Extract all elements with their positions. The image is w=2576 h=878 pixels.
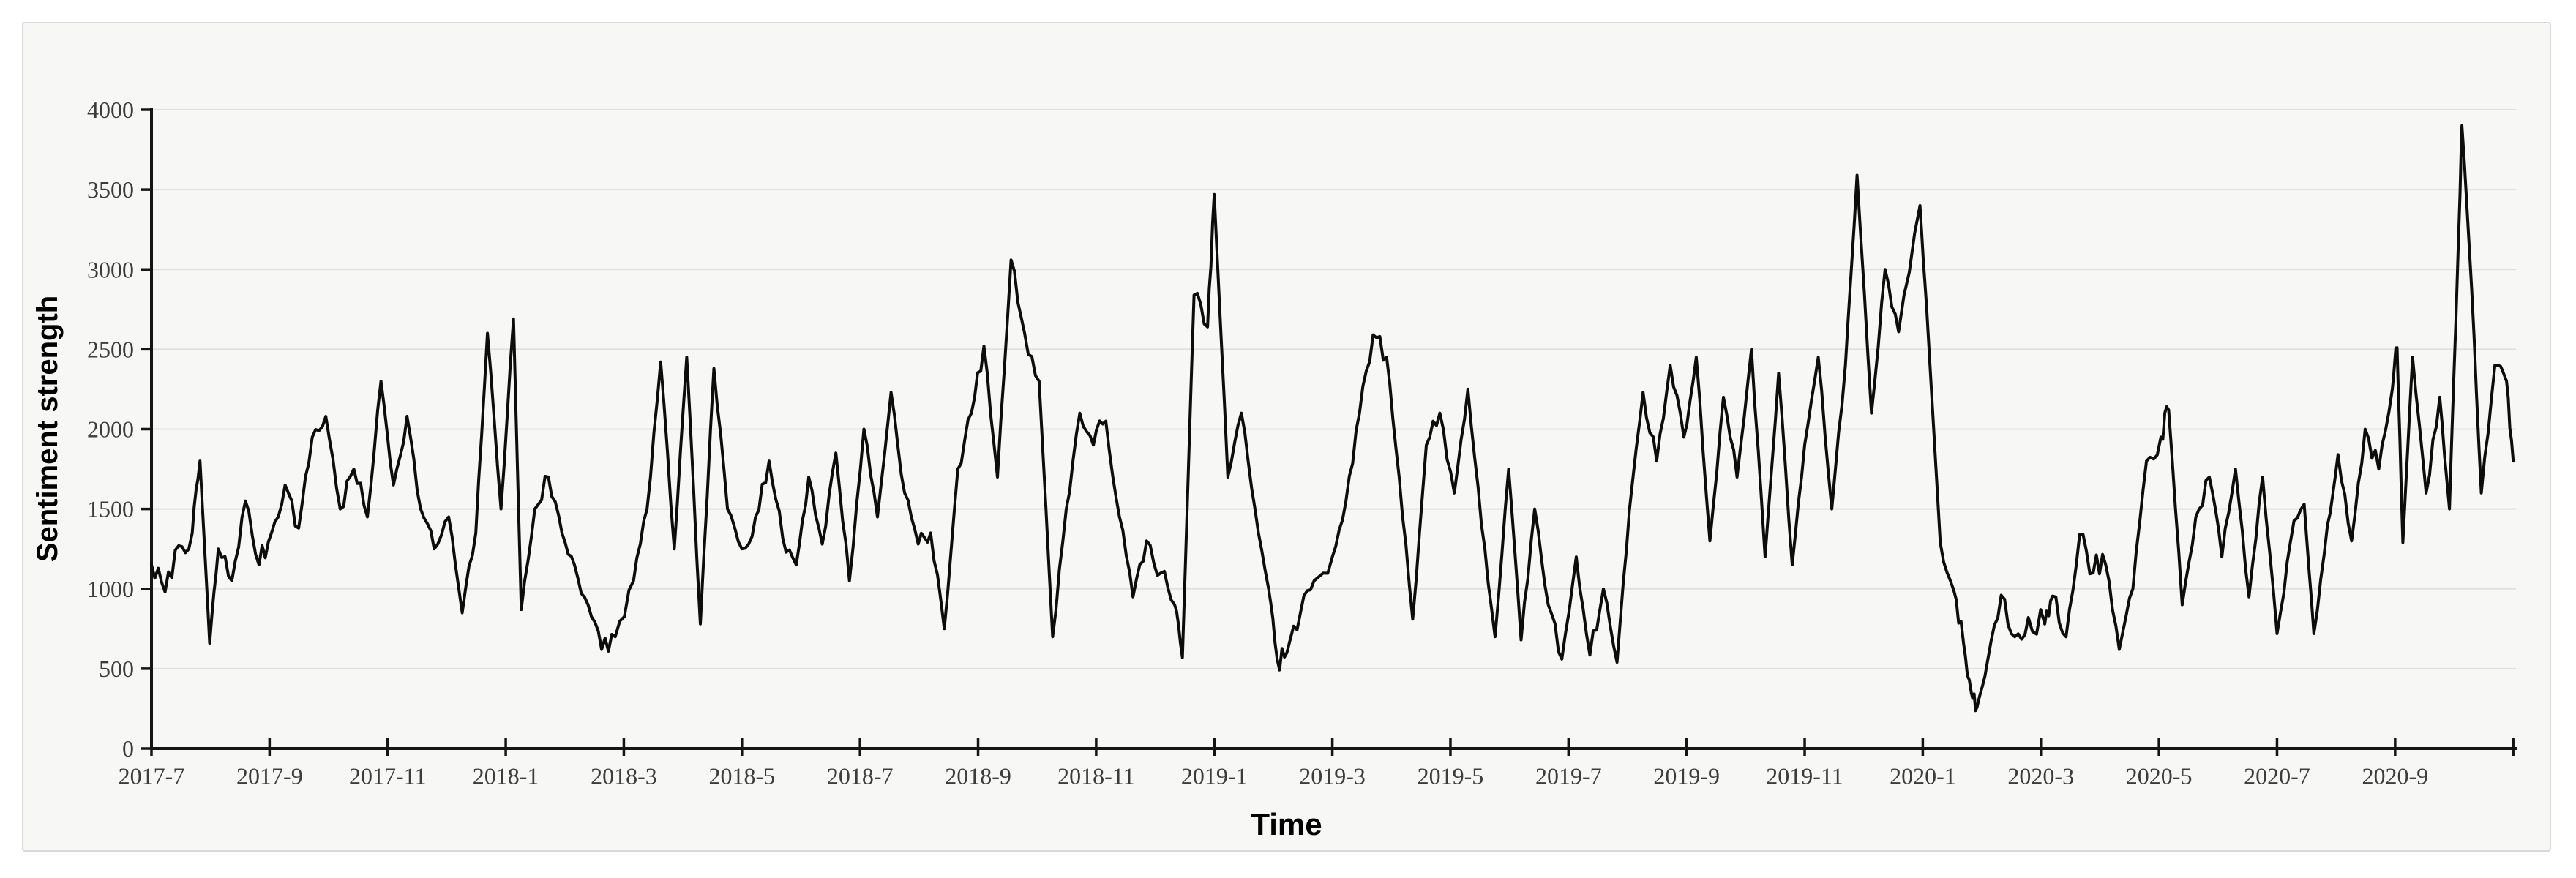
sentiment-chart: 0 500 1000 1500 2000 2500 3000 3500 4000 2017-7 20… — [31, 97, 2517, 841]
y-tick-label: 2500 — [87, 336, 134, 362]
y-axis-title: Sentiment strength — [31, 296, 64, 562]
x-tick-label: 2019-5 — [1418, 762, 1484, 789]
plot-gridlines — [151, 109, 2517, 669]
y-tick-label: 2000 — [87, 416, 134, 443]
x-tick-label: 2018-3 — [591, 762, 657, 789]
x-tick-label: 2018-9 — [945, 762, 1011, 789]
x-tick-label: 2019-3 — [1299, 762, 1366, 789]
y-tick-label: 3500 — [87, 176, 134, 203]
x-axis-title: Time — [1251, 807, 1322, 841]
sentiment-line — [150, 124, 2515, 713]
x-tick-label: 2020-3 — [2007, 762, 2074, 789]
x-tick-label: 2019-1 — [1181, 762, 1248, 789]
x-tick-label: 2019-7 — [1535, 762, 1602, 789]
tick-labels: 0 500 1000 1500 2000 2500 3000 3500 4000 2017-7 20… — [87, 97, 2428, 789]
x-tick-label: 2020-5 — [2126, 762, 2193, 789]
x-tick-label: 2018-11 — [1057, 762, 1134, 789]
y-tick-label: 1000 — [87, 576, 134, 602]
x-tick-label: 2020-9 — [2362, 762, 2429, 789]
x-tick-label: 2019-9 — [1653, 762, 1720, 789]
y-tick-label: 3000 — [87, 256, 134, 282]
x-tick-label: 2018-5 — [708, 762, 775, 789]
x-tick-label: 2017-11 — [349, 762, 426, 789]
y-tick-label: 500 — [99, 656, 134, 682]
x-tick-label: 2018-7 — [827, 762, 894, 789]
x-tick-label: 2017-7 — [119, 762, 185, 789]
x-tick-label: 2017-9 — [236, 762, 303, 789]
x-tick-label: 2018-1 — [473, 762, 539, 789]
y-tick-label: 4000 — [87, 97, 134, 123]
x-tick-label: 2020-7 — [2244, 762, 2310, 789]
x-tick-label: 2020-1 — [1890, 762, 1956, 789]
chart-card: 0 500 1000 1500 2000 2500 3000 3500 4000 2017-7 20… — [22, 22, 2551, 852]
y-tick-label: 1500 — [87, 496, 134, 522]
y-tick-label: 0 — [122, 735, 134, 762]
x-tick-label: 2019-11 — [1766, 762, 1843, 789]
